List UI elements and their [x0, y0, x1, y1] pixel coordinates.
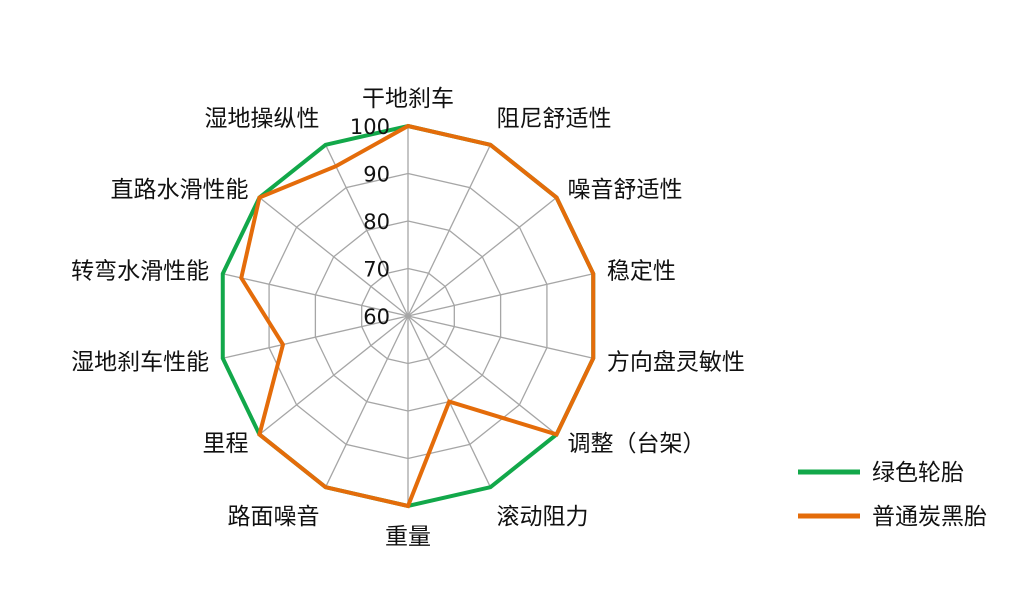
tick-label: 60	[363, 305, 390, 329]
tick-label: 90	[363, 163, 390, 187]
category-label: 噪音舒适性	[567, 177, 682, 203]
category-label: 调整（台架）	[567, 431, 705, 457]
category-label: 滚动阻力	[497, 504, 589, 530]
grid-spoke	[408, 145, 490, 316]
legend-label: 普通炭黑胎	[872, 504, 987, 530]
category-label: 路面噪音	[227, 504, 319, 530]
category-label: 里程	[203, 431, 249, 457]
category-label: 直路水滑性能	[111, 177, 249, 203]
tick-label: 70	[363, 258, 390, 282]
category-label: 稳定性	[607, 259, 676, 285]
tick-label: 100	[350, 115, 390, 139]
category-label: 方向盘灵敏性	[607, 349, 745, 375]
grid-spoke	[326, 316, 408, 487]
category-label: 重量	[385, 524, 431, 550]
legend-label: 绿色轮胎	[872, 460, 964, 486]
tick-label: 80	[363, 210, 390, 234]
category-label: 湿地刹车性能	[71, 349, 209, 375]
category-label: 湿地操纵性	[204, 106, 319, 132]
category-label: 阻尼舒适性	[497, 106, 612, 132]
category-label: 干地刹车	[362, 86, 454, 112]
category-label: 转弯水滑性能	[71, 259, 209, 285]
